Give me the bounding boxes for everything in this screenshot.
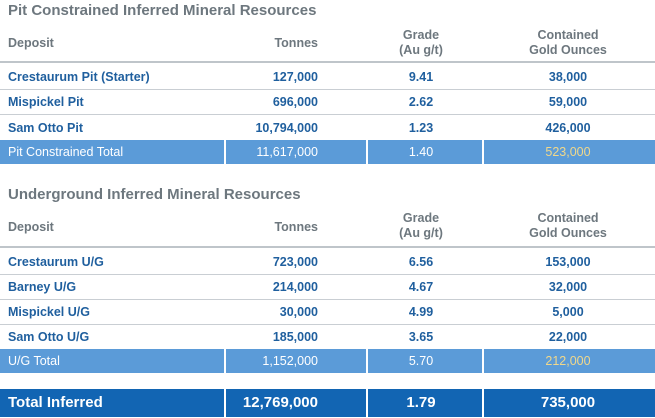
tonnes-value: 10,794,000 — [255, 121, 318, 135]
grade-value: 1.23 — [408, 121, 434, 135]
column-separator — [482, 349, 484, 373]
ug-header-grade: Grade (Au g/t) — [368, 211, 474, 241]
pit-header-ounces-line1: Contained — [537, 28, 599, 42]
total-ounces: 212,000 — [545, 354, 591, 368]
column-separator — [224, 349, 226, 373]
row-divider — [0, 114, 655, 115]
ounces-value: 5,000 — [552, 305, 584, 319]
total-ounces: 523,000 — [545, 145, 591, 159]
deposit-name: Barney U/G — [8, 280, 77, 294]
tonnes-value: 30,000 — [279, 305, 318, 319]
total-tonnes: 1,152,000 — [262, 354, 318, 368]
ounces-value: 59,000 — [548, 95, 588, 109]
row-divider — [0, 299, 655, 300]
table-row: Crestaurum U/G 723,000 6.56 153,000 — [0, 250, 655, 274]
ug-header-ounces-line1: Contained — [537, 211, 599, 225]
pit-section-title: Pit Constrained Inferred Mineral Resourc… — [8, 2, 317, 19]
pit-header-ounces: Contained Gold Ounces — [484, 28, 652, 58]
column-separator — [366, 389, 368, 417]
deposit-name: Sam Otto Pit — [8, 121, 84, 135]
ounces-value: 32,000 — [548, 280, 588, 294]
column-separator — [366, 140, 368, 164]
column-separator — [366, 349, 368, 373]
pit-header-deposit: Deposit — [8, 36, 54, 50]
grand-total-row: Total Inferred 12,769,000 1.79 735,000 — [0, 389, 655, 417]
ug-header-rule — [0, 246, 655, 248]
grand-total-tonnes: 12,769,000 — [242, 394, 318, 411]
ounces-value: 426,000 — [545, 121, 591, 135]
row-divider — [0, 89, 655, 90]
grade-value: 6.56 — [408, 255, 434, 269]
ug-header-deposit: Deposit — [8, 220, 54, 234]
ug-total-row: U/G Total 1,152,000 5.70 212,000 — [0, 349, 655, 373]
deposit-name: Crestaurum Pit (Starter) — [8, 70, 150, 84]
total-grade: 1.40 — [408, 145, 434, 159]
ounces-value: 153,000 — [545, 255, 591, 269]
ounces-value: 22,000 — [548, 330, 588, 344]
column-separator — [224, 389, 226, 417]
total-grade: 5.70 — [408, 354, 434, 368]
table-row: Mispickel U/G 30,000 4.99 5,000 — [0, 300, 655, 324]
ounces-value: 38,000 — [548, 70, 588, 84]
total-label: Pit Constrained Total — [8, 145, 124, 159]
ug-header-ounces-line2: Gold Ounces — [529, 226, 607, 240]
deposit-name: Sam Otto U/G — [8, 330, 90, 344]
pit-header-rule — [0, 61, 655, 63]
grade-value: 4.99 — [408, 305, 434, 319]
grand-total-ounces: 735,000 — [540, 394, 596, 411]
ug-header-tonnes: Tonnes — [274, 220, 318, 234]
ug-header-grade-line2: (Au g/t) — [399, 226, 443, 240]
deposit-name: Mispickel Pit — [8, 95, 84, 109]
tonnes-value: 696,000 — [272, 95, 318, 109]
grade-value: 4.67 — [408, 280, 434, 294]
table-row: Sam Otto U/G 185,000 3.65 22,000 — [0, 325, 655, 349]
pit-header-grade-line1: Grade — [402, 28, 440, 42]
row-divider — [0, 324, 655, 325]
grand-total-label: Total Inferred — [8, 394, 103, 411]
column-separator — [482, 389, 484, 417]
ug-header-grade-line1: Grade — [402, 211, 440, 225]
pit-header-ounces-line2: Gold Ounces — [529, 43, 607, 57]
table-row: Mispickel Pit 696,000 2.62 59,000 — [0, 90, 655, 114]
grand-total-grade: 1.79 — [406, 394, 436, 411]
pit-header-tonnes: Tonnes — [274, 36, 318, 50]
grade-value: 3.65 — [408, 330, 434, 344]
table-row: Crestaurum Pit (Starter) 127,000 9.41 38… — [0, 65, 655, 89]
pit-header-grade: Grade (Au g/t) — [368, 28, 474, 58]
column-separator — [224, 140, 226, 164]
ug-header-ounces: Contained Gold Ounces — [484, 211, 652, 241]
row-divider — [0, 274, 655, 275]
total-tonnes: 11,617,000 — [256, 145, 318, 159]
deposit-name: Crestaurum U/G — [8, 255, 104, 269]
tonnes-value: 723,000 — [272, 255, 318, 269]
pit-total-row: Pit Constrained Total 11,617,000 1.40 52… — [0, 140, 655, 164]
tonnes-value: 127,000 — [272, 70, 318, 84]
underground-section-title: Underground Inferred Mineral Resources — [8, 186, 301, 203]
grade-value: 9.41 — [408, 70, 434, 84]
pit-header-grade-line2: (Au g/t) — [399, 43, 443, 57]
column-separator — [482, 140, 484, 164]
table-row: Sam Otto Pit 10,794,000 1.23 426,000 — [0, 116, 655, 140]
total-label: U/G Total — [8, 354, 60, 368]
tonnes-value: 185,000 — [272, 330, 318, 344]
grade-value: 2.62 — [408, 95, 434, 109]
deposit-name: Mispickel U/G — [8, 305, 90, 319]
tonnes-value: 214,000 — [272, 280, 318, 294]
table-row: Barney U/G 214,000 4.67 32,000 — [0, 275, 655, 299]
